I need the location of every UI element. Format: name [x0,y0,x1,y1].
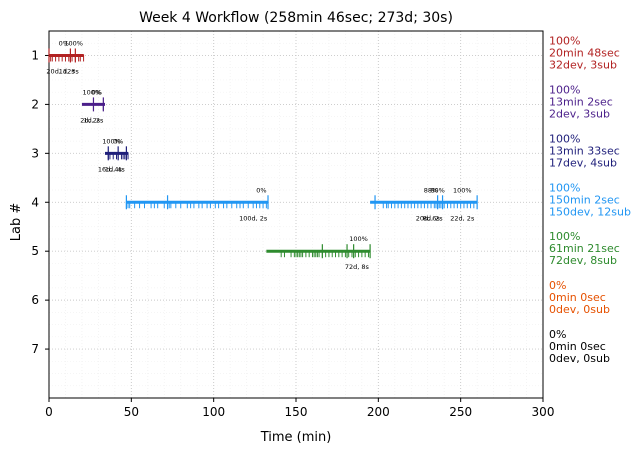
lab-3-summary-line: 17dev, 4sub [549,156,617,169]
x-tick-label: 200 [367,405,390,419]
lab-2-top-label: 100% [83,88,102,96]
lab-4-bottom-label: 100d, 2s [239,214,268,222]
lab-5-summary-line: 61min 21sec [549,242,620,255]
lab-4-summary-line: 150min 2sec [549,193,620,206]
lab-5-summary-line: 72dev, 8sub [549,254,617,267]
x-axis-label: Time (min) [260,430,332,445]
lab-2-summary-line: 2dev, 3sub [549,107,610,120]
y-tick-label: 4 [31,195,39,209]
lab-2-summary-line: 13min 2sec [549,95,613,108]
lab-4-bottom-label: 22d, 2s [450,214,475,222]
lab-4-top-label: 100% [453,186,472,194]
y-tick-label: 7 [31,342,39,356]
lab-5-summary-line: 100% [549,230,580,243]
lab-3-summary-line: 13min 33sec [549,144,620,157]
lab-3-top-label: 100% [102,137,121,145]
lab-3-bottom-label: 1d, 4s [105,165,126,173]
lab-4-summary-line: 150dev, 12sub [549,205,631,218]
lab-4-top-label: 80% [430,186,444,194]
chart-title: Week 4 Workflow (258min 46sec; 273d; 30s… [139,10,453,26]
x-tick-label: 300 [532,405,555,419]
lab-5-bottom-label: 72d, 8s [345,263,370,271]
lab-6-summary-line: 0% [549,279,566,292]
x-tick-label: 50 [124,405,139,419]
lab-4-top-label: 0% [256,186,266,194]
y-tick-label: 2 [31,97,39,111]
lab-2-top-label: 0% [92,88,102,96]
lab-4-bottom-label: 20d, 6s [416,214,441,222]
lab-7-summary-line: 0dev, 0sub [549,352,610,365]
lab-4-top-label: 88% [424,186,438,194]
x-tick-label: 0 [45,405,53,419]
lab-3-bottom-label: 16d, 4s [98,165,123,173]
lab-2-bottom-label: 1d, 2s [83,116,104,124]
lab-6-summary-line: 0dev, 0sub [549,303,610,316]
lab-2-summary-line: 100% [549,83,580,96]
lab-6-summary-line: 0min 0sec [549,291,606,304]
x-tick-label: 250 [449,405,472,419]
x-tick-label: 100 [202,405,225,419]
lab-1-summary-line: 100% [549,34,580,47]
lab-1-top-label: 100% [64,39,83,47]
y-tick-label: 5 [31,244,39,258]
lab-2-bottom-label: 2d, 2s [80,116,101,124]
lab-7-summary-line: 0% [549,328,566,341]
lab-4-bottom-label: 8d, 2s [423,214,444,222]
lab-4-summary-line: 100% [549,181,580,194]
lab-3-summary-line: 100% [549,132,580,145]
y-tick-label: 1 [31,48,39,62]
lab-1-bottom-label: 1d, 3s [59,67,80,75]
y-axis-label: Lab # [9,203,24,242]
lab-5-top-label: 100% [349,235,368,243]
lab-1-bottom-label: 20d, 12s [46,67,75,75]
lab-1-top-label: 0% [59,39,69,47]
y-tick-label: 6 [31,293,39,307]
y-tick-label: 3 [31,146,39,160]
x-tick-label: 150 [285,405,308,419]
lab-1-summary-line: 20min 48sec [549,46,620,59]
lab-3-top-label: 0% [113,137,123,145]
lab-7-summary-line: 0min 0sec [549,340,606,353]
lab-1-summary-line: 32dev, 3sub [549,58,617,71]
